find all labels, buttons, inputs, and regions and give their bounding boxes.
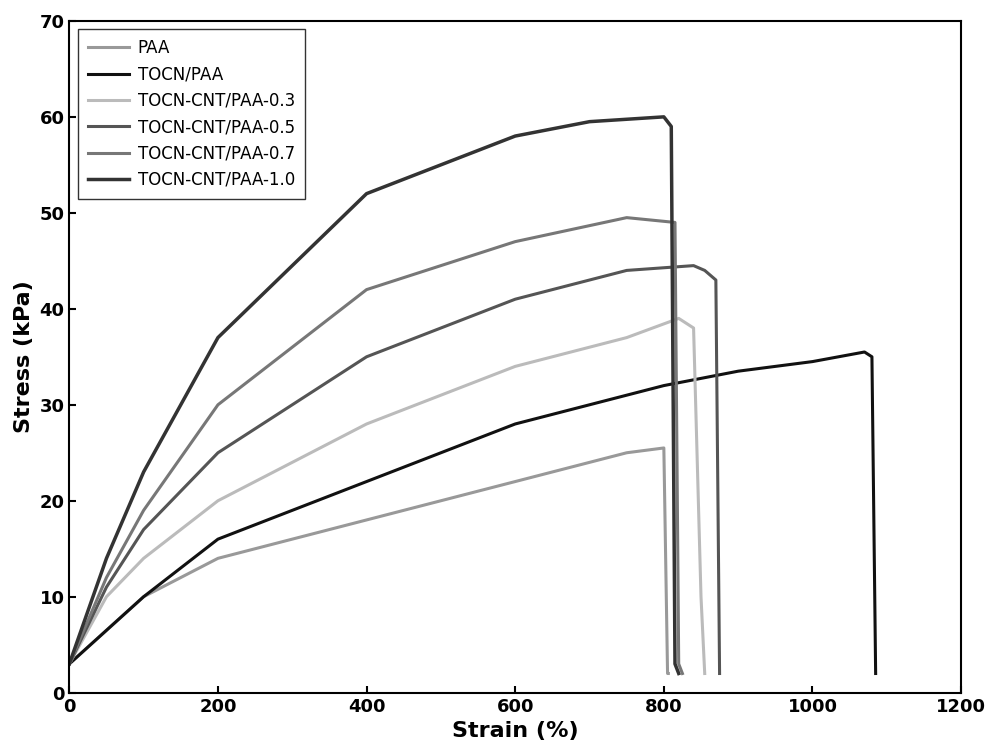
TOCN-CNT/PAA-1.0 <box>63 659 75 668</box>
TOCN-CNT/PAA-0.7 <box>100 573 112 582</box>
TOCN-CNT/PAA-0.7 <box>212 400 224 409</box>
TOCN-CNT/PAA-0.5 <box>509 294 521 304</box>
TOCN-CNT/PAA-0.5 <box>714 669 726 678</box>
TOCN-CNT/PAA-1.0 <box>673 669 685 678</box>
Line: TOCN-CNT/PAA-0.3: TOCN-CNT/PAA-0.3 <box>69 319 705 673</box>
TOCN-CNT/PAA-1.0 <box>584 117 596 126</box>
TOCN/PAA <box>509 420 521 429</box>
Line: TOCN-CNT/PAA-0.7: TOCN-CNT/PAA-0.7 <box>69 217 682 673</box>
PAA <box>662 669 674 678</box>
PAA <box>662 669 674 678</box>
PAA <box>63 659 75 668</box>
X-axis label: Strain (%): Strain (%) <box>452 721 579 741</box>
TOCN-CNT/PAA-0.3 <box>695 592 707 601</box>
TOCN-CNT/PAA-0.7 <box>621 213 633 222</box>
Line: TOCN-CNT/PAA-0.5: TOCN-CNT/PAA-0.5 <box>69 266 720 673</box>
TOCN/PAA <box>138 592 150 601</box>
TOCN-CNT/PAA-0.3 <box>688 323 700 332</box>
Line: PAA: PAA <box>69 448 668 673</box>
TOCN-CNT/PAA-0.3 <box>673 314 685 323</box>
TOCN-CNT/PAA-0.5 <box>699 266 711 275</box>
Line: TOCN/PAA: TOCN/PAA <box>69 352 876 673</box>
TOCN-CNT/PAA-0.3 <box>100 592 112 601</box>
TOCN/PAA <box>858 347 870 356</box>
TOCN-CNT/PAA-0.5 <box>361 353 373 362</box>
Y-axis label: Stress (kPa): Stress (kPa) <box>14 280 34 433</box>
TOCN-CNT/PAA-1.0 <box>509 131 521 140</box>
TOCN-CNT/PAA-0.3 <box>699 669 711 678</box>
PAA <box>658 443 670 452</box>
PAA <box>509 477 521 486</box>
TOCN-CNT/PAA-0.3 <box>212 496 224 505</box>
TOCN/PAA <box>732 367 744 376</box>
TOCN-CNT/PAA-1.0 <box>669 659 681 668</box>
Line: TOCN-CNT/PAA-1.0: TOCN-CNT/PAA-1.0 <box>69 117 679 673</box>
TOCN-CNT/PAA-1.0 <box>658 112 670 122</box>
PAA <box>621 448 633 458</box>
Legend: PAA, TOCN/PAA, TOCN-CNT/PAA-0.3, TOCN-CNT/PAA-0.5, TOCN-CNT/PAA-0.7, TOCN-CNT/PA: PAA, TOCN/PAA, TOCN-CNT/PAA-0.3, TOCN-CN… <box>78 29 305 199</box>
TOCN-CNT/PAA-0.5 <box>138 525 150 534</box>
TOCN-CNT/PAA-1.0 <box>138 467 150 476</box>
TOCN-CNT/PAA-0.7 <box>361 285 373 294</box>
PAA <box>361 516 373 525</box>
TOCN-CNT/PAA-0.7 <box>676 669 688 678</box>
TOCN-CNT/PAA-0.5 <box>63 659 75 668</box>
TOCN-CNT/PAA-1.0 <box>665 122 677 131</box>
TOCN-CNT/PAA-1.0 <box>100 554 112 563</box>
PAA <box>138 592 150 601</box>
TOCN-CNT/PAA-0.7 <box>138 506 150 515</box>
TOCN/PAA <box>806 357 818 366</box>
TOCN-CNT/PAA-0.5 <box>100 583 112 592</box>
TOCN-CNT/PAA-0.7 <box>669 218 681 227</box>
TOCN/PAA <box>658 381 670 390</box>
TOCN-CNT/PAA-1.0 <box>212 333 224 342</box>
TOCN/PAA <box>361 477 373 486</box>
TOCN/PAA <box>63 659 75 668</box>
TOCN-CNT/PAA-0.5 <box>710 276 722 285</box>
TOCN/PAA <box>870 669 882 678</box>
TOCN/PAA <box>866 353 878 362</box>
TOCN-CNT/PAA-0.3 <box>621 333 633 342</box>
TOCN-CNT/PAA-0.3 <box>361 420 373 429</box>
TOCN-CNT/PAA-0.3 <box>138 554 150 563</box>
TOCN-CNT/PAA-0.5 <box>688 261 700 270</box>
TOCN-CNT/PAA-0.7 <box>509 237 521 246</box>
TOCN-CNT/PAA-0.3 <box>63 659 75 668</box>
TOCN/PAA <box>212 535 224 544</box>
TOCN-CNT/PAA-0.5 <box>212 448 224 458</box>
TOCN-CNT/PAA-0.3 <box>509 362 521 371</box>
TOCN-CNT/PAA-0.7 <box>673 659 685 668</box>
PAA <box>212 554 224 563</box>
TOCN-CNT/PAA-0.5 <box>621 266 633 275</box>
TOCN-CNT/PAA-1.0 <box>361 189 373 198</box>
TOCN-CNT/PAA-0.7 <box>63 659 75 668</box>
